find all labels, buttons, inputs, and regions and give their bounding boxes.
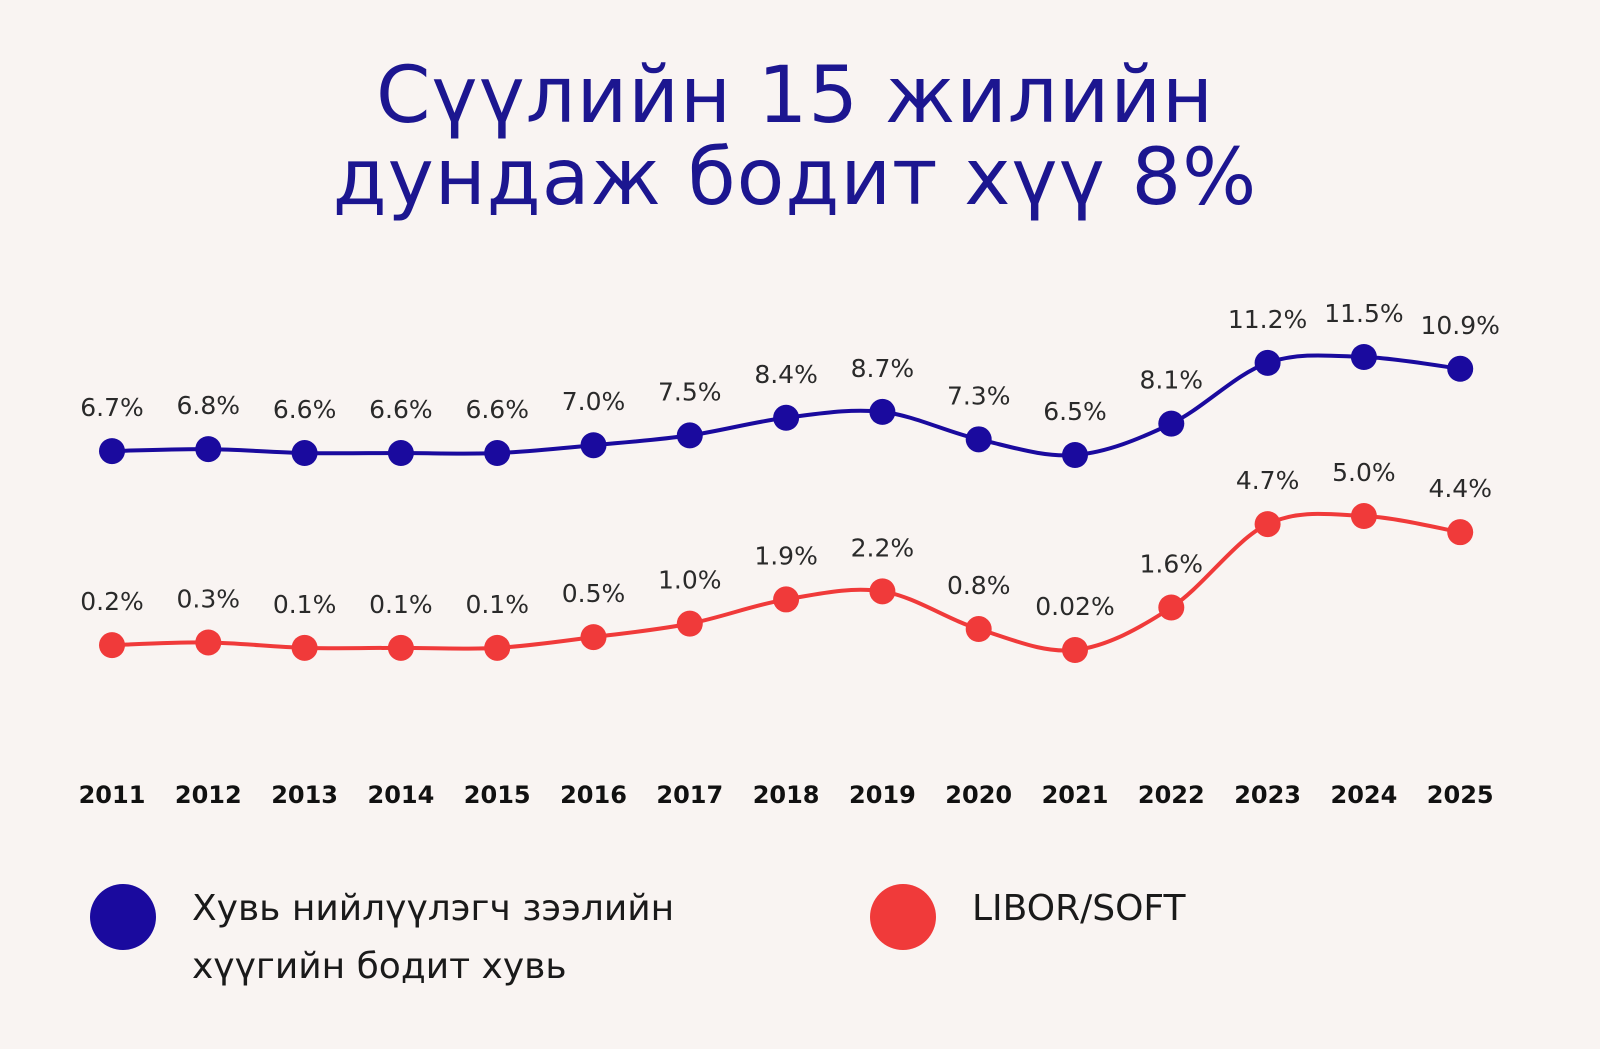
data-point [99, 632, 125, 659]
data-point [195, 629, 222, 656]
x-tick-label: 2016 [560, 781, 627, 809]
data-point [1062, 442, 1088, 468]
data-label: 1.6% [1140, 549, 1204, 578]
data-point [484, 440, 511, 467]
legend-item-loan-rate: Хувь нийлүүлэгч зээлийн хүүгийн бодит ху… [90, 880, 752, 996]
data-label: 6.6% [465, 395, 529, 424]
data-point [99, 438, 125, 465]
data-point [1158, 410, 1185, 437]
data-label: 8.4% [754, 360, 818, 389]
data-label: 4.4% [1428, 474, 1492, 503]
x-tick-label: 2013 [271, 781, 338, 809]
data-label: 7.3% [947, 381, 1011, 410]
data-point [965, 426, 992, 453]
data-point [869, 578, 896, 605]
data-label: 6.6% [369, 395, 433, 424]
data-point [580, 624, 607, 651]
data-label: 8.7% [851, 354, 915, 383]
data-point [676, 422, 703, 449]
data-point [1447, 355, 1474, 382]
data-label: 6.7% [80, 393, 144, 422]
data-label: 10.9% [1420, 311, 1499, 340]
data-point [869, 398, 896, 425]
x-tick-label: 2015 [464, 781, 531, 809]
data-label: 0.5% [562, 579, 626, 608]
data-point [387, 634, 414, 661]
data-label: 0.02% [1035, 592, 1114, 621]
series-line-1 [111, 511, 1461, 653]
x-tick-label: 2017 [656, 781, 723, 809]
data-label: 4.7% [1236, 466, 1300, 495]
data-point [291, 634, 318, 661]
x-tick-label: 2018 [753, 781, 820, 809]
data-point [1254, 349, 1281, 376]
data-label: 0.1% [369, 590, 433, 619]
data-label: 7.5% [658, 377, 722, 406]
data-label: 0.1% [465, 590, 529, 619]
data-point [1447, 519, 1474, 546]
legend-marker-libor [870, 884, 936, 950]
data-label: 1.0% [658, 566, 722, 595]
data-label: 6.6% [273, 395, 337, 424]
data-label: 6.8% [177, 391, 241, 420]
x-tick-label: 2020 [945, 781, 1012, 809]
data-point [387, 440, 414, 467]
legend-item-libor: LIBOR/SOFT [870, 880, 1372, 950]
x-tick-label: 2024 [1331, 781, 1398, 809]
data-point [1254, 511, 1281, 538]
data-point [1062, 637, 1088, 663]
data-label: 11.5% [1324, 299, 1403, 328]
data-label: 1.9% [754, 541, 818, 570]
legend-marker-loan-rate [90, 884, 156, 950]
data-label: 0.3% [177, 584, 241, 613]
data-point [580, 432, 607, 459]
data-point [676, 610, 703, 637]
x-tick-label: 2012 [175, 781, 242, 809]
data-label: 8.1% [1140, 366, 1204, 395]
data-label: 6.5% [1043, 397, 1107, 426]
data-label: 2.2% [851, 533, 915, 562]
x-tick-label: 2023 [1234, 781, 1301, 809]
x-tick-label: 2022 [1138, 781, 1205, 809]
data-point [1350, 503, 1377, 530]
x-tick-label: 2025 [1427, 781, 1494, 809]
x-tick-label: 2014 [368, 781, 435, 809]
data-point [1350, 344, 1377, 370]
x-tick-label: 2021 [1042, 781, 1109, 809]
x-tick-label: 2011 [79, 781, 146, 809]
x-tick-label: 2019 [849, 781, 916, 809]
data-point [484, 634, 511, 661]
data-label: 5.0% [1332, 458, 1396, 487]
data-label: 0.1% [273, 590, 337, 619]
data-label: 11.2% [1228, 305, 1307, 334]
data-point [773, 404, 800, 431]
legend-label-libor: LIBOR/SOFT [972, 888, 1186, 929]
data-point [1158, 594, 1185, 621]
data-point [291, 440, 318, 467]
title-line-1: Сүүлийн 15 жилийн [375, 51, 1215, 141]
data-point [773, 586, 800, 613]
chart-title: Сүүлийн 15 жилийн дундаж бодит хүү 8% [0, 55, 1590, 219]
title-line-2: дундаж бодит хүү 8% [332, 133, 1258, 223]
data-label: 0.2% [80, 587, 144, 616]
data-point [195, 436, 222, 463]
data-label: 0.8% [947, 571, 1011, 600]
data-point [965, 616, 992, 643]
legend-label-loan-rate: Хувь нийлүүлэгч зээлийн хүүгийн бодит ху… [192, 888, 675, 987]
data-label: 7.0% [562, 387, 626, 416]
